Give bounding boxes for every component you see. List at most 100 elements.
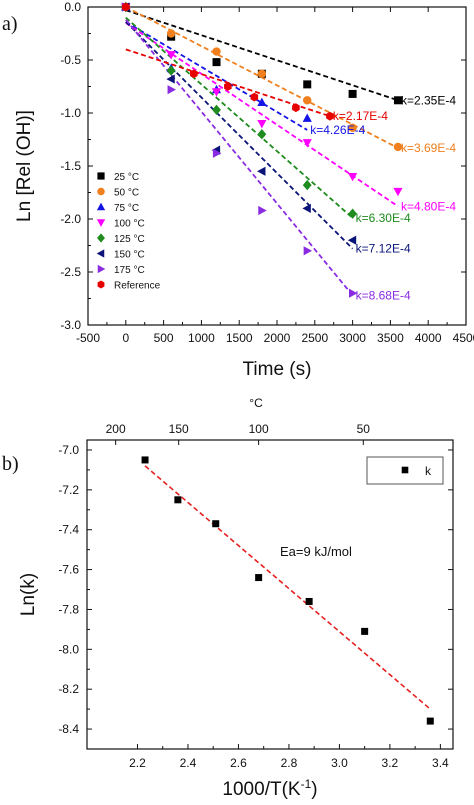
data-point-50-c (393, 142, 403, 152)
y-tick-label: -7.6 (58, 563, 79, 577)
top-tick-label: 200 (106, 422, 126, 436)
data-point-reference (326, 111, 334, 121)
fit-line-175-c (125, 19, 354, 296)
panel-b-activation-energy-annotation: Ea=9 kJ/mol (280, 544, 352, 559)
legend-label-reference: Reference (114, 281, 161, 292)
fit-line-75-c (125, 21, 308, 131)
data-point-reference (292, 103, 300, 113)
x-tick-label: 3000 (339, 331, 366, 345)
legend-marker-175-c (97, 264, 106, 274)
x-tick-label: 3.2 (382, 756, 399, 770)
data-point-reference (190, 69, 198, 79)
x-tick-label: -500 (76, 331, 100, 345)
k-label-75-c: k=4.26E-4 (310, 123, 365, 137)
panel-a-data-points (121, 1, 403, 298)
y-tick-label: -7.4 (58, 523, 79, 537)
panel-a-label: a) (2, 13, 18, 35)
data-point-125-c (348, 208, 357, 219)
arrhenius-data-point (305, 597, 313, 605)
panel-b-label: b) (2, 453, 19, 475)
arrhenius-data-point (141, 456, 149, 464)
x-tick-label: 500 (154, 331, 174, 345)
arrhenius-data-point (212, 520, 220, 528)
x-tick-label: 2000 (264, 331, 291, 345)
k-label-150-c: k=7.12E-4 (356, 242, 411, 256)
k-label-125-c: k=6.30E-4 (356, 211, 411, 225)
data-point-25-c (348, 89, 357, 98)
x-tick-label: 3.0 (331, 756, 348, 770)
y-tick-label: -3.0 (60, 318, 81, 332)
data-point-125-c (302, 179, 312, 191)
y-tick-label: -1.0 (60, 106, 81, 120)
y-tick-label: -8.2 (58, 682, 79, 696)
data-point-150-c (347, 235, 357, 245)
data-point-50-c (303, 96, 312, 105)
data-point-175-c (349, 288, 358, 298)
legend-marker-75-c (96, 202, 106, 211)
arrhenius-data-point (255, 574, 263, 582)
panel-a-legend: 25 °C 50 °C 75 °C 100 °C 125 °C 150 °C 175 °C R… (96, 172, 161, 292)
x-tick-label: 4000 (415, 331, 442, 345)
data-point-125-c (166, 65, 176, 76)
legend-marker-50-c (97, 187, 105, 196)
x-tick-label: 3.4 (432, 756, 449, 770)
y-tick-label: -0.5 (60, 53, 81, 67)
panel-b-y-axis-title: Ln(k) (18, 573, 39, 616)
legend-marker-reference (97, 280, 105, 289)
panel-b-data-points (141, 456, 434, 725)
legend-label-125-c: 125 °C (114, 234, 145, 245)
y-tick-label: -8.4 (58, 722, 79, 736)
arrhenius-data-point (361, 627, 369, 635)
top-tick-label: 150 (169, 422, 189, 436)
data-point-150-c (257, 166, 266, 176)
panel-b-plot-frame (86, 439, 454, 750)
panel-b-fit-line (144, 465, 431, 710)
y-tick-label: -7.0 (58, 443, 79, 457)
x-tick-label: 0 (122, 331, 129, 345)
data-point-100-c (257, 120, 267, 129)
y-tick-label: -2.5 (60, 265, 81, 279)
data-point-100-c (302, 139, 312, 148)
legend-marker-125-c (97, 233, 105, 243)
panel-a-x-axis-title: Time (s) (243, 359, 312, 380)
arrhenius-data-point (174, 496, 182, 504)
k-label-100-c: k=4.80E-4 (401, 199, 456, 213)
arrhenius-data-point (426, 717, 434, 725)
panel-b-x-axis-title-main: 1000/T(K (222, 779, 300, 800)
data-point-50-c (257, 69, 267, 78)
arrhenius-fit-line (144, 465, 431, 710)
y-tick-label: -1.5 (60, 159, 81, 173)
fit-line-25-c (125, 9, 399, 102)
legend-marker-k (401, 466, 409, 474)
y-tick-label: -8.0 (58, 642, 79, 656)
panel-b-ticks: 2.2 2.4 2.6 2.8 3.0 3.2 3.4 -7.0 -7.2 -7.4 -7.6 -7.… (58, 422, 453, 770)
x-tick-label: 1000 (188, 331, 215, 345)
data-point-25-c (393, 96, 402, 105)
panel-b-chart: b) 2.2 2.4 2.6 2.8 3.0 3.2 3.4 -7.0 -7.2 -7.4 -7.6… (2, 396, 454, 800)
data-point-175-c (303, 246, 313, 256)
data-point-reference (250, 92, 259, 102)
top-tick-label: 50 (357, 422, 371, 436)
k-label-175-c: k=8.68E-4 (356, 288, 411, 302)
panel-b-x-axis-title: 1000/T(K-1) (222, 777, 317, 800)
x-tick-label: 2.4 (180, 756, 197, 770)
legend-marker-100-c (96, 219, 106, 227)
x-tick-label: 2.6 (230, 756, 247, 770)
data-point-25-c (303, 80, 312, 89)
panel-b-x-axis-title-superscript: -1 (301, 777, 312, 791)
data-point-75-c (257, 97, 267, 106)
x-tick-label: 3500 (377, 331, 404, 345)
panel-a-chart: a) -500 0 500 1000 1500 2000 2500 3000 3500 4000 4… (2, 0, 474, 380)
data-point-150-c (302, 203, 311, 213)
legend-marker-150-c (96, 249, 105, 258)
legend-marker-25-c (97, 172, 105, 180)
data-point-25-c (212, 58, 221, 67)
data-point-100-c (393, 187, 403, 197)
x-tick-label: 1500 (226, 331, 253, 345)
y-tick-label: -2.0 (60, 212, 81, 226)
x-tick-label: 2.8 (281, 756, 298, 770)
x-tick-label: 2500 (301, 331, 328, 345)
data-point-150-c (166, 74, 175, 84)
